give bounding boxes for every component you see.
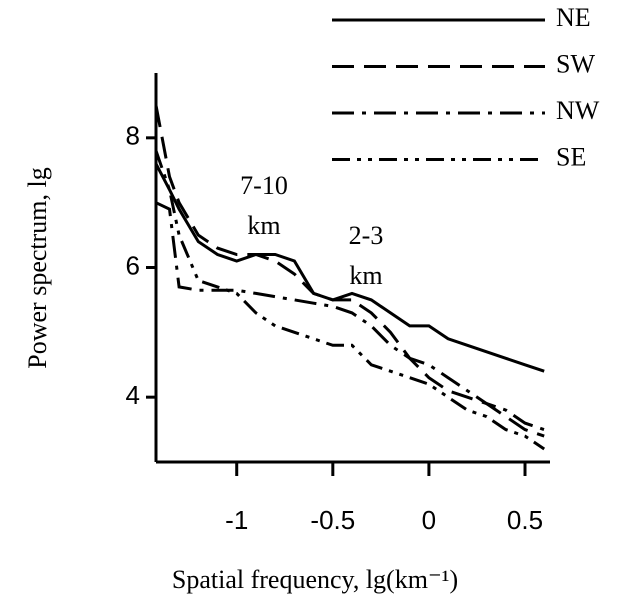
x-axis-title: Spatial frequency, lg(km⁻¹) — [172, 565, 458, 594]
annotation: km — [247, 211, 280, 240]
x-tick-label: 0.5 — [507, 505, 543, 535]
legend-label: NW — [556, 96, 600, 125]
legend-label: SW — [556, 49, 595, 78]
annotation: 2-3 — [349, 221, 384, 250]
x-tick-label: -0.5 — [310, 505, 355, 535]
series-line — [154, 150, 546, 451]
series-line — [155, 201, 545, 432]
legend-label: SE — [556, 142, 586, 171]
annotation: km — [349, 261, 382, 290]
x-tick-label: 0 — [422, 505, 436, 535]
y-tick-label: 8 — [126, 121, 140, 151]
annotation: 7-10 — [240, 171, 288, 200]
series-line — [154, 105, 545, 438]
series-line — [154, 163, 545, 373]
y-tick-label: 4 — [126, 380, 140, 410]
y-axis-title: Power spectrum, lg — [23, 167, 52, 368]
x-tick-label: -1 — [225, 505, 248, 535]
y-tick-label: 6 — [126, 250, 140, 280]
legend-label: NE — [556, 3, 591, 32]
